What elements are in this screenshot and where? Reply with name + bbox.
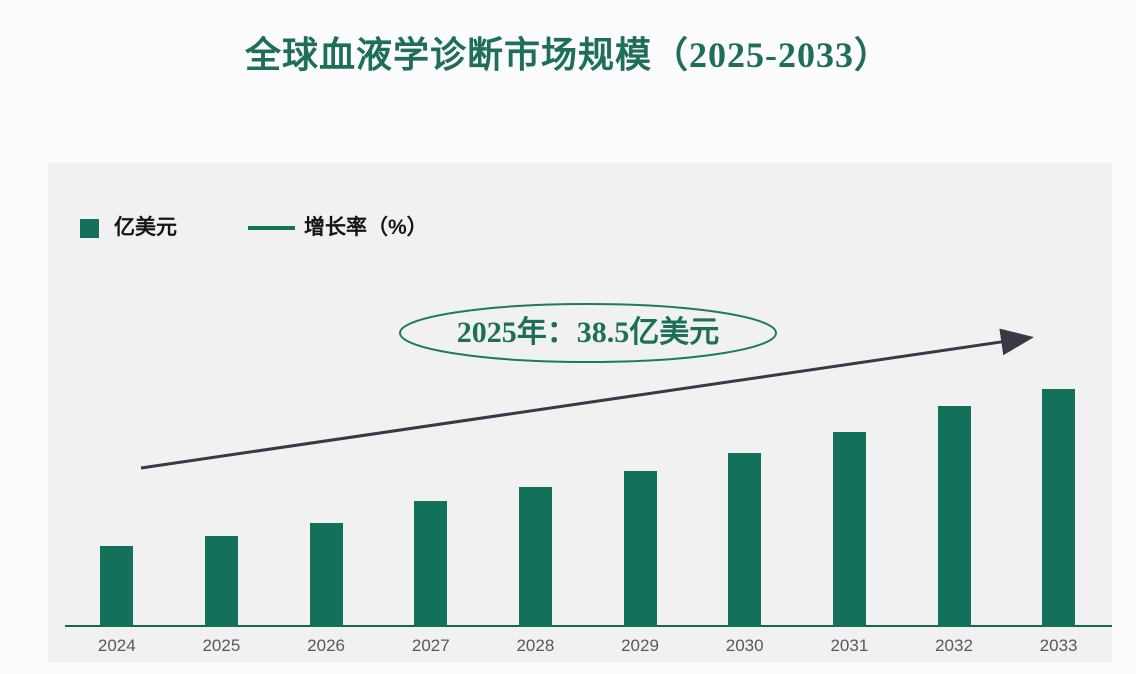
x-axis-line: [65, 625, 1112, 627]
bar-2026: [309, 523, 343, 627]
bar-2028: [518, 487, 552, 627]
legend-line-label: 增长率（%）: [304, 216, 428, 239]
bar-2031: [832, 432, 866, 627]
bar-2029: [623, 471, 657, 627]
x-tick-2032: 2032: [935, 636, 973, 655]
bar-2032: [937, 406, 971, 627]
x-tick-2031: 2031: [830, 636, 869, 655]
legend-line-swatch: [248, 226, 295, 230]
x-tick-2029: 2029: [621, 636, 659, 655]
bar-plot: 2024 2025 2026 2027 2028 2029 2030 2031 2032 2033: [48, 163, 1112, 663]
legend-bar-label: 亿美元: [114, 216, 177, 239]
legend-bar-swatch: [80, 219, 99, 238]
bar-2030: [728, 453, 762, 627]
chart-panel: 亿美元 增长率（%） 2024 2025 2026 2027 2028 2029 2030 2…: [48, 163, 1112, 663]
bar-2027: [414, 501, 448, 627]
x-tick-2026: 2026: [307, 636, 345, 655]
bar-2025: [204, 536, 238, 627]
bar-2024: [100, 546, 134, 627]
x-tick-2027: 2027: [411, 636, 450, 655]
x-tick-2030: 2030: [725, 636, 764, 655]
x-tick-2024: 2024: [97, 636, 136, 655]
bar-2033: [1042, 389, 1076, 627]
x-tick-2028: 2028: [516, 636, 555, 655]
x-tick-2033: 2033: [1039, 636, 1078, 655]
annotation-label: 2025年：38.5亿美元: [456, 316, 720, 349]
chart-title: 全球血液学诊断市场规模（2025-2033）: [245, 35, 891, 75]
x-tick-2025: 2025: [202, 636, 241, 655]
